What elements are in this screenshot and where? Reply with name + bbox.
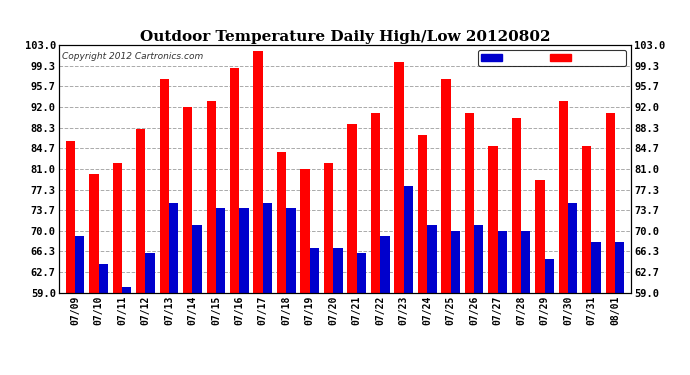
Bar xyxy=(591,242,601,375)
Text: Copyright 2012 Cartronics.com: Copyright 2012 Cartronics.com xyxy=(61,53,203,62)
Bar xyxy=(122,287,131,375)
Bar xyxy=(300,169,310,375)
Bar xyxy=(441,79,451,375)
Bar xyxy=(521,231,531,375)
Bar xyxy=(582,146,591,375)
Bar xyxy=(324,163,333,375)
Bar xyxy=(394,62,404,375)
Legend: Low  (°F), High  (°F): Low (°F), High (°F) xyxy=(478,50,626,66)
Bar xyxy=(159,79,169,375)
Bar xyxy=(239,208,249,375)
Bar xyxy=(380,236,390,375)
Bar xyxy=(183,107,193,375)
Bar xyxy=(606,112,615,375)
Bar xyxy=(371,112,380,375)
Bar xyxy=(451,231,460,375)
Bar xyxy=(253,51,263,375)
Bar xyxy=(544,259,554,375)
Bar xyxy=(277,152,286,375)
Bar xyxy=(216,208,226,375)
Bar xyxy=(112,163,122,375)
Bar xyxy=(559,101,568,375)
Bar xyxy=(333,248,343,375)
Bar xyxy=(497,231,507,375)
Bar xyxy=(347,124,357,375)
Bar xyxy=(427,225,437,375)
Title: Outdoor Temperature Daily High/Low 20120802: Outdoor Temperature Daily High/Low 20120… xyxy=(140,30,550,44)
Bar xyxy=(535,180,544,375)
Bar xyxy=(615,242,624,375)
Bar xyxy=(99,264,108,375)
Bar xyxy=(193,225,202,375)
Bar xyxy=(89,174,99,375)
Bar xyxy=(512,118,521,375)
Bar xyxy=(404,186,413,375)
Bar xyxy=(230,68,239,375)
Bar xyxy=(568,202,578,375)
Bar xyxy=(169,202,178,375)
Bar xyxy=(206,101,216,375)
Bar xyxy=(489,146,497,375)
Bar xyxy=(66,141,75,375)
Bar xyxy=(146,253,155,375)
Bar xyxy=(75,236,84,375)
Bar xyxy=(417,135,427,375)
Bar xyxy=(357,253,366,375)
Bar xyxy=(286,208,296,375)
Bar xyxy=(464,112,474,375)
Bar xyxy=(310,248,319,375)
Bar xyxy=(136,129,146,375)
Bar xyxy=(474,225,484,375)
Bar xyxy=(263,202,273,375)
